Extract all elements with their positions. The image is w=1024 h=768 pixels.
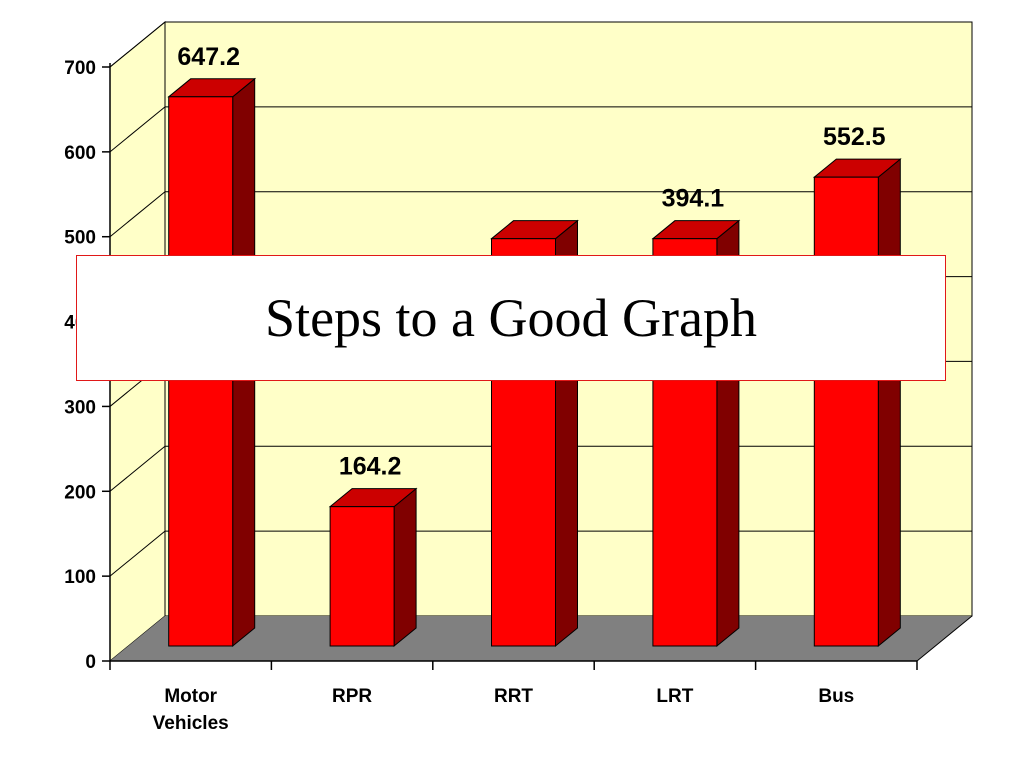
data-label: 394.1 (662, 185, 725, 213)
grid-line-diag (109, 106, 166, 153)
grid-line-diag (109, 21, 166, 68)
y-tick-label: 0 (85, 652, 96, 673)
data-labels: 647.2 164.2 394.1 552.5 (177, 43, 885, 481)
bar-front (329, 506, 395, 647)
y-tick-label: 600 (64, 143, 96, 164)
y-tick-label: 300 (64, 397, 96, 418)
bar-side (877, 158, 901, 648)
bar-side (393, 487, 417, 648)
grid-line-diag (109, 530, 166, 577)
slide-title: Steps to a Good Graph (265, 288, 757, 348)
grid-line-diag (109, 191, 166, 238)
data-label: 647.2 (177, 43, 240, 71)
x-category-label: RPR (332, 686, 372, 707)
y-tick-label: 100 (64, 567, 96, 588)
bar-rpr (328, 487, 418, 648)
x-category-label: RRT (494, 686, 533, 707)
data-label: 552.5 (823, 123, 886, 151)
bar-front (813, 176, 879, 647)
y-tick-label: 200 (64, 482, 96, 503)
floor-edge-line (916, 615, 973, 662)
x-category-label: Bus (818, 686, 854, 707)
x-category-label: Vehicles (153, 713, 229, 734)
x-category-label: LRT (656, 686, 693, 707)
y-tick-label: 500 (64, 228, 96, 249)
slide-title-box: Steps to a Good Graph (76, 255, 946, 381)
x-category-label: Motor (164, 686, 217, 707)
bar-bus (812, 158, 902, 648)
data-label: 164.2 (339, 453, 402, 481)
y-tick-label: 700 (64, 58, 96, 79)
x-category-labels: Motor Vehicles RPR RRT LRT Bus (153, 686, 855, 734)
grid-line-diag (109, 445, 166, 492)
